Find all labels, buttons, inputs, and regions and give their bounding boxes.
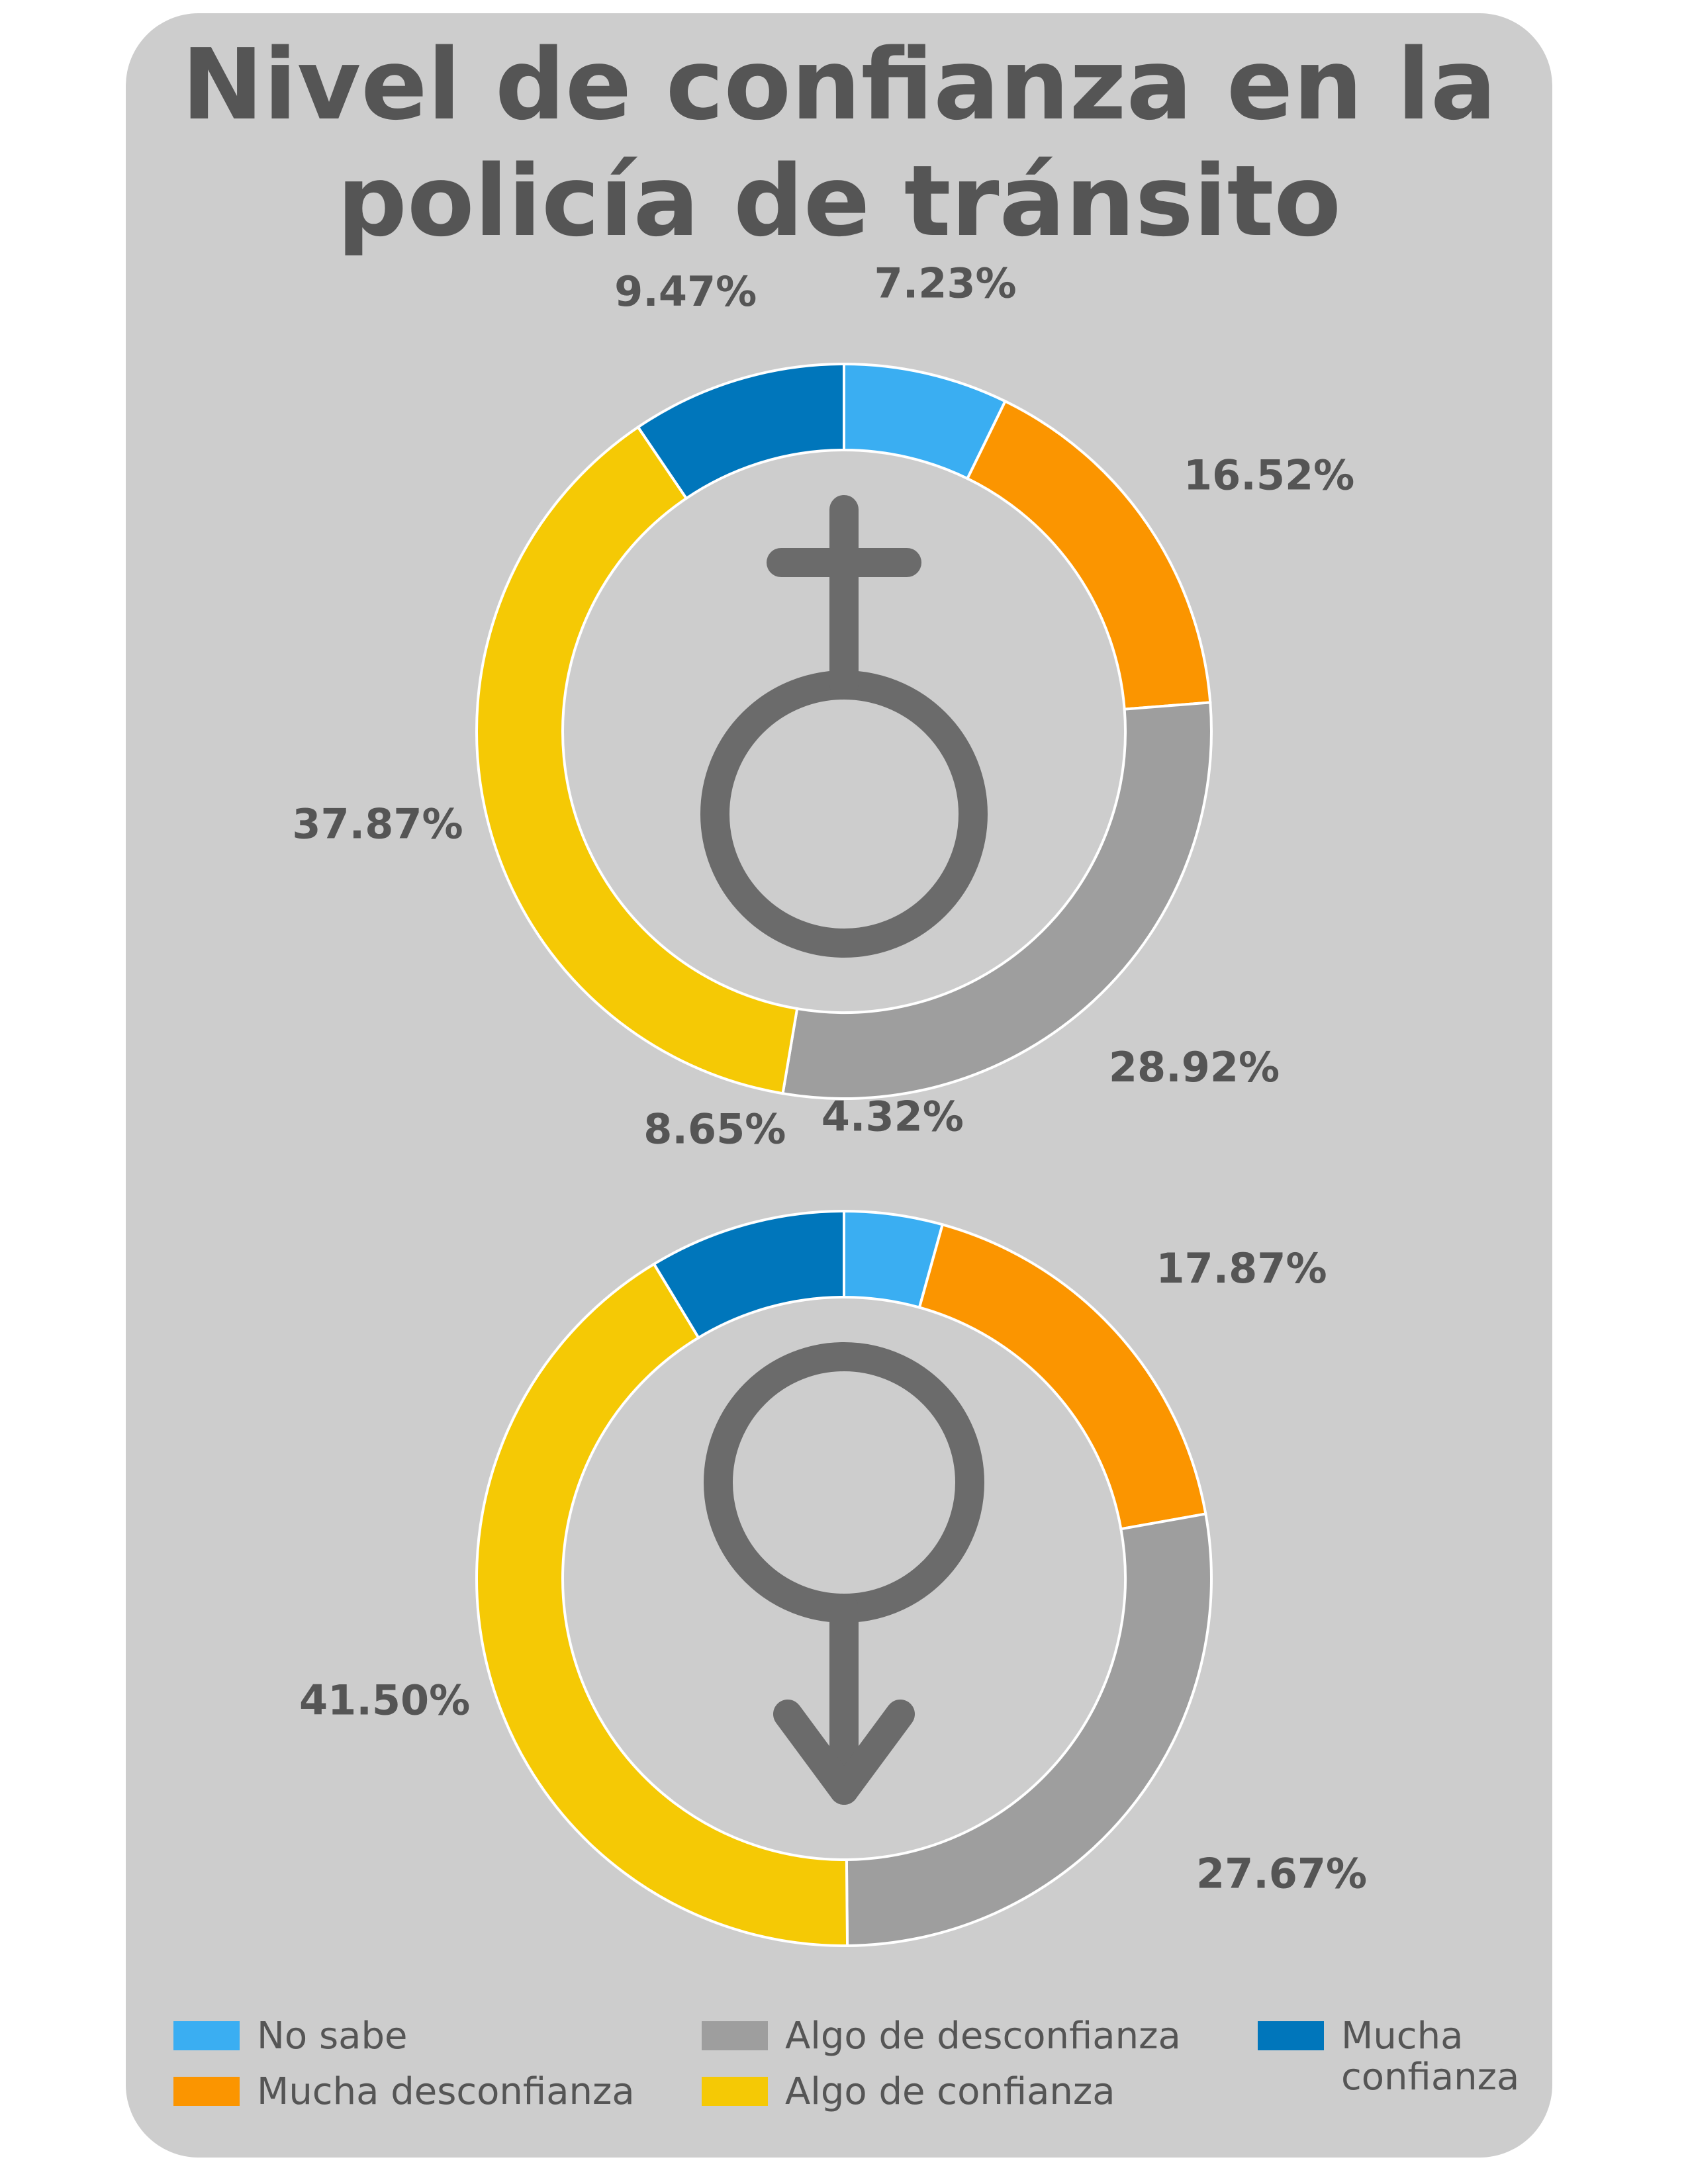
data-label-no-sabe: 7.23% xyxy=(874,259,1017,308)
donut-slice-mucha-desconfianza xyxy=(965,399,1212,711)
male-symbol-icon xyxy=(704,1342,984,1805)
legend-item-mucha-confianza: Mucha confianza xyxy=(1258,2016,1536,2098)
donut-slice-algo-de-confianza xyxy=(475,425,799,1095)
donut-slice-mucha-confianza xyxy=(652,1209,845,1340)
legend-swatch xyxy=(173,2021,240,2050)
donut-slice-algo-de-desconfianza xyxy=(845,1512,1213,1947)
data-label-mucha-confianza: 9.47% xyxy=(614,267,757,316)
donut-slice-algo-de-desconfianza xyxy=(781,701,1213,1100)
legend-label: Algo de confianza xyxy=(785,2070,1115,2113)
chart-title-line-1: Nivel de confianza en la xyxy=(181,28,1497,142)
donut-chart-female: 7.23% 16.52% 28.92% 37.87% 9.47% xyxy=(292,259,1354,1100)
female-symbol-icon xyxy=(700,495,988,958)
donut-slice-algo-de-confianza xyxy=(475,1262,849,1947)
chart-title: Nivel de confianza en la policía de trán… xyxy=(126,26,1552,259)
legend-swatch xyxy=(702,2021,768,2050)
legend-label: No sabe xyxy=(257,2015,408,2058)
chart-title-line-2: policía de tránsito xyxy=(337,144,1341,258)
donut-slice-mucha-confianza xyxy=(636,362,845,500)
data-label-mucha-confianza: 8.65% xyxy=(643,1105,786,1153)
legend-item-algo-de-confianza: Algo de confianza xyxy=(702,2071,1115,2113)
legend-swatch xyxy=(702,2077,768,2106)
legend-swatch xyxy=(173,2077,240,2106)
data-label-no-sabe: 4.32% xyxy=(821,1092,964,1140)
data-label-algo-de-confianza: 37.87% xyxy=(292,799,463,848)
legend-label: Mucha confianza xyxy=(1341,2015,1520,2099)
legend-item-mucha-desconfianza: Mucha desconfianza xyxy=(173,2071,635,2113)
data-label-mucha-desconfianza: 17.87% xyxy=(1156,1244,1327,1293)
data-label-algo-de-confianza: 41.50% xyxy=(299,1676,470,1724)
legend-swatch xyxy=(1258,2021,1324,2050)
legend-label: Mucha desconfianza xyxy=(257,2070,635,2113)
legend-item-no-sabe: No sabe xyxy=(173,2016,407,2057)
data-label-algo-de-desconfianza: 28.92% xyxy=(1109,1043,1280,1091)
legend-item-algo-de-desconfianza: Algo de desconfianza xyxy=(702,2016,1181,2057)
data-label-algo-de-desconfianza: 27.67% xyxy=(1196,1850,1367,1898)
data-label-mucha-desconfianza: 16.52% xyxy=(1184,451,1354,499)
donut-chart-male: 4.32% 17.87% 27.67% 41.50% 8.65% xyxy=(299,1092,1367,1947)
legend-label: Algo de desconfianza xyxy=(785,2015,1181,2058)
